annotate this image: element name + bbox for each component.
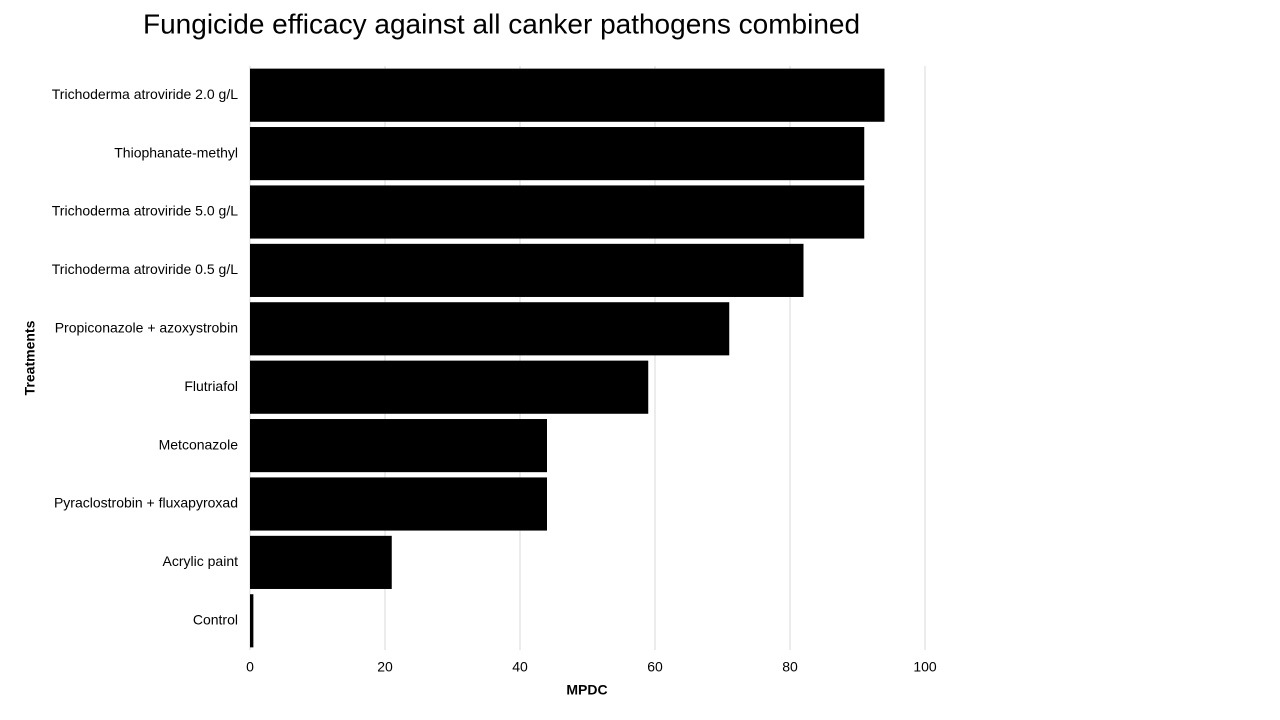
y-tick-label: Metconazole bbox=[159, 436, 239, 452]
y-tick-label: Control bbox=[193, 612, 238, 628]
y-tick-label: Flutriafol bbox=[184, 378, 238, 394]
x-tick-label: 0 bbox=[246, 659, 254, 675]
bar bbox=[250, 419, 547, 473]
x-tick-label: 60 bbox=[647, 659, 663, 675]
y-tick-label: Trichoderma atroviride 5.0 g/L bbox=[52, 203, 238, 219]
bar bbox=[250, 185, 865, 239]
y-tick-label: Propiconazole + azoxystrobin bbox=[55, 320, 238, 336]
y-tick-label: Pyraclostrobin + fluxapyroxad bbox=[54, 495, 238, 511]
y-tick-label: Trichoderma atroviride 0.5 g/L bbox=[52, 261, 238, 277]
bar bbox=[250, 477, 547, 531]
x-axis-label: MPDC bbox=[566, 682, 607, 698]
x-tick-label: 80 bbox=[782, 659, 798, 675]
y-tick-label: Acrylic paint bbox=[163, 553, 239, 569]
bar bbox=[250, 302, 730, 356]
bar bbox=[250, 127, 865, 181]
bar bbox=[250, 360, 649, 414]
x-tick-label: 20 bbox=[377, 659, 393, 675]
x-tick-label: 100 bbox=[913, 659, 937, 675]
x-tick-label: 40 bbox=[512, 659, 528, 675]
bar bbox=[250, 68, 885, 122]
bar bbox=[250, 243, 804, 297]
y-tick-label: Trichoderma atroviride 2.0 g/L bbox=[52, 86, 238, 102]
chart-title: Fungicide efficacy against all canker pa… bbox=[143, 8, 860, 39]
bar bbox=[250, 594, 254, 648]
y-tick-label: Thiophanate-methyl bbox=[114, 144, 238, 160]
y-axis-label: Treatments bbox=[22, 320, 38, 395]
bar bbox=[250, 535, 392, 589]
